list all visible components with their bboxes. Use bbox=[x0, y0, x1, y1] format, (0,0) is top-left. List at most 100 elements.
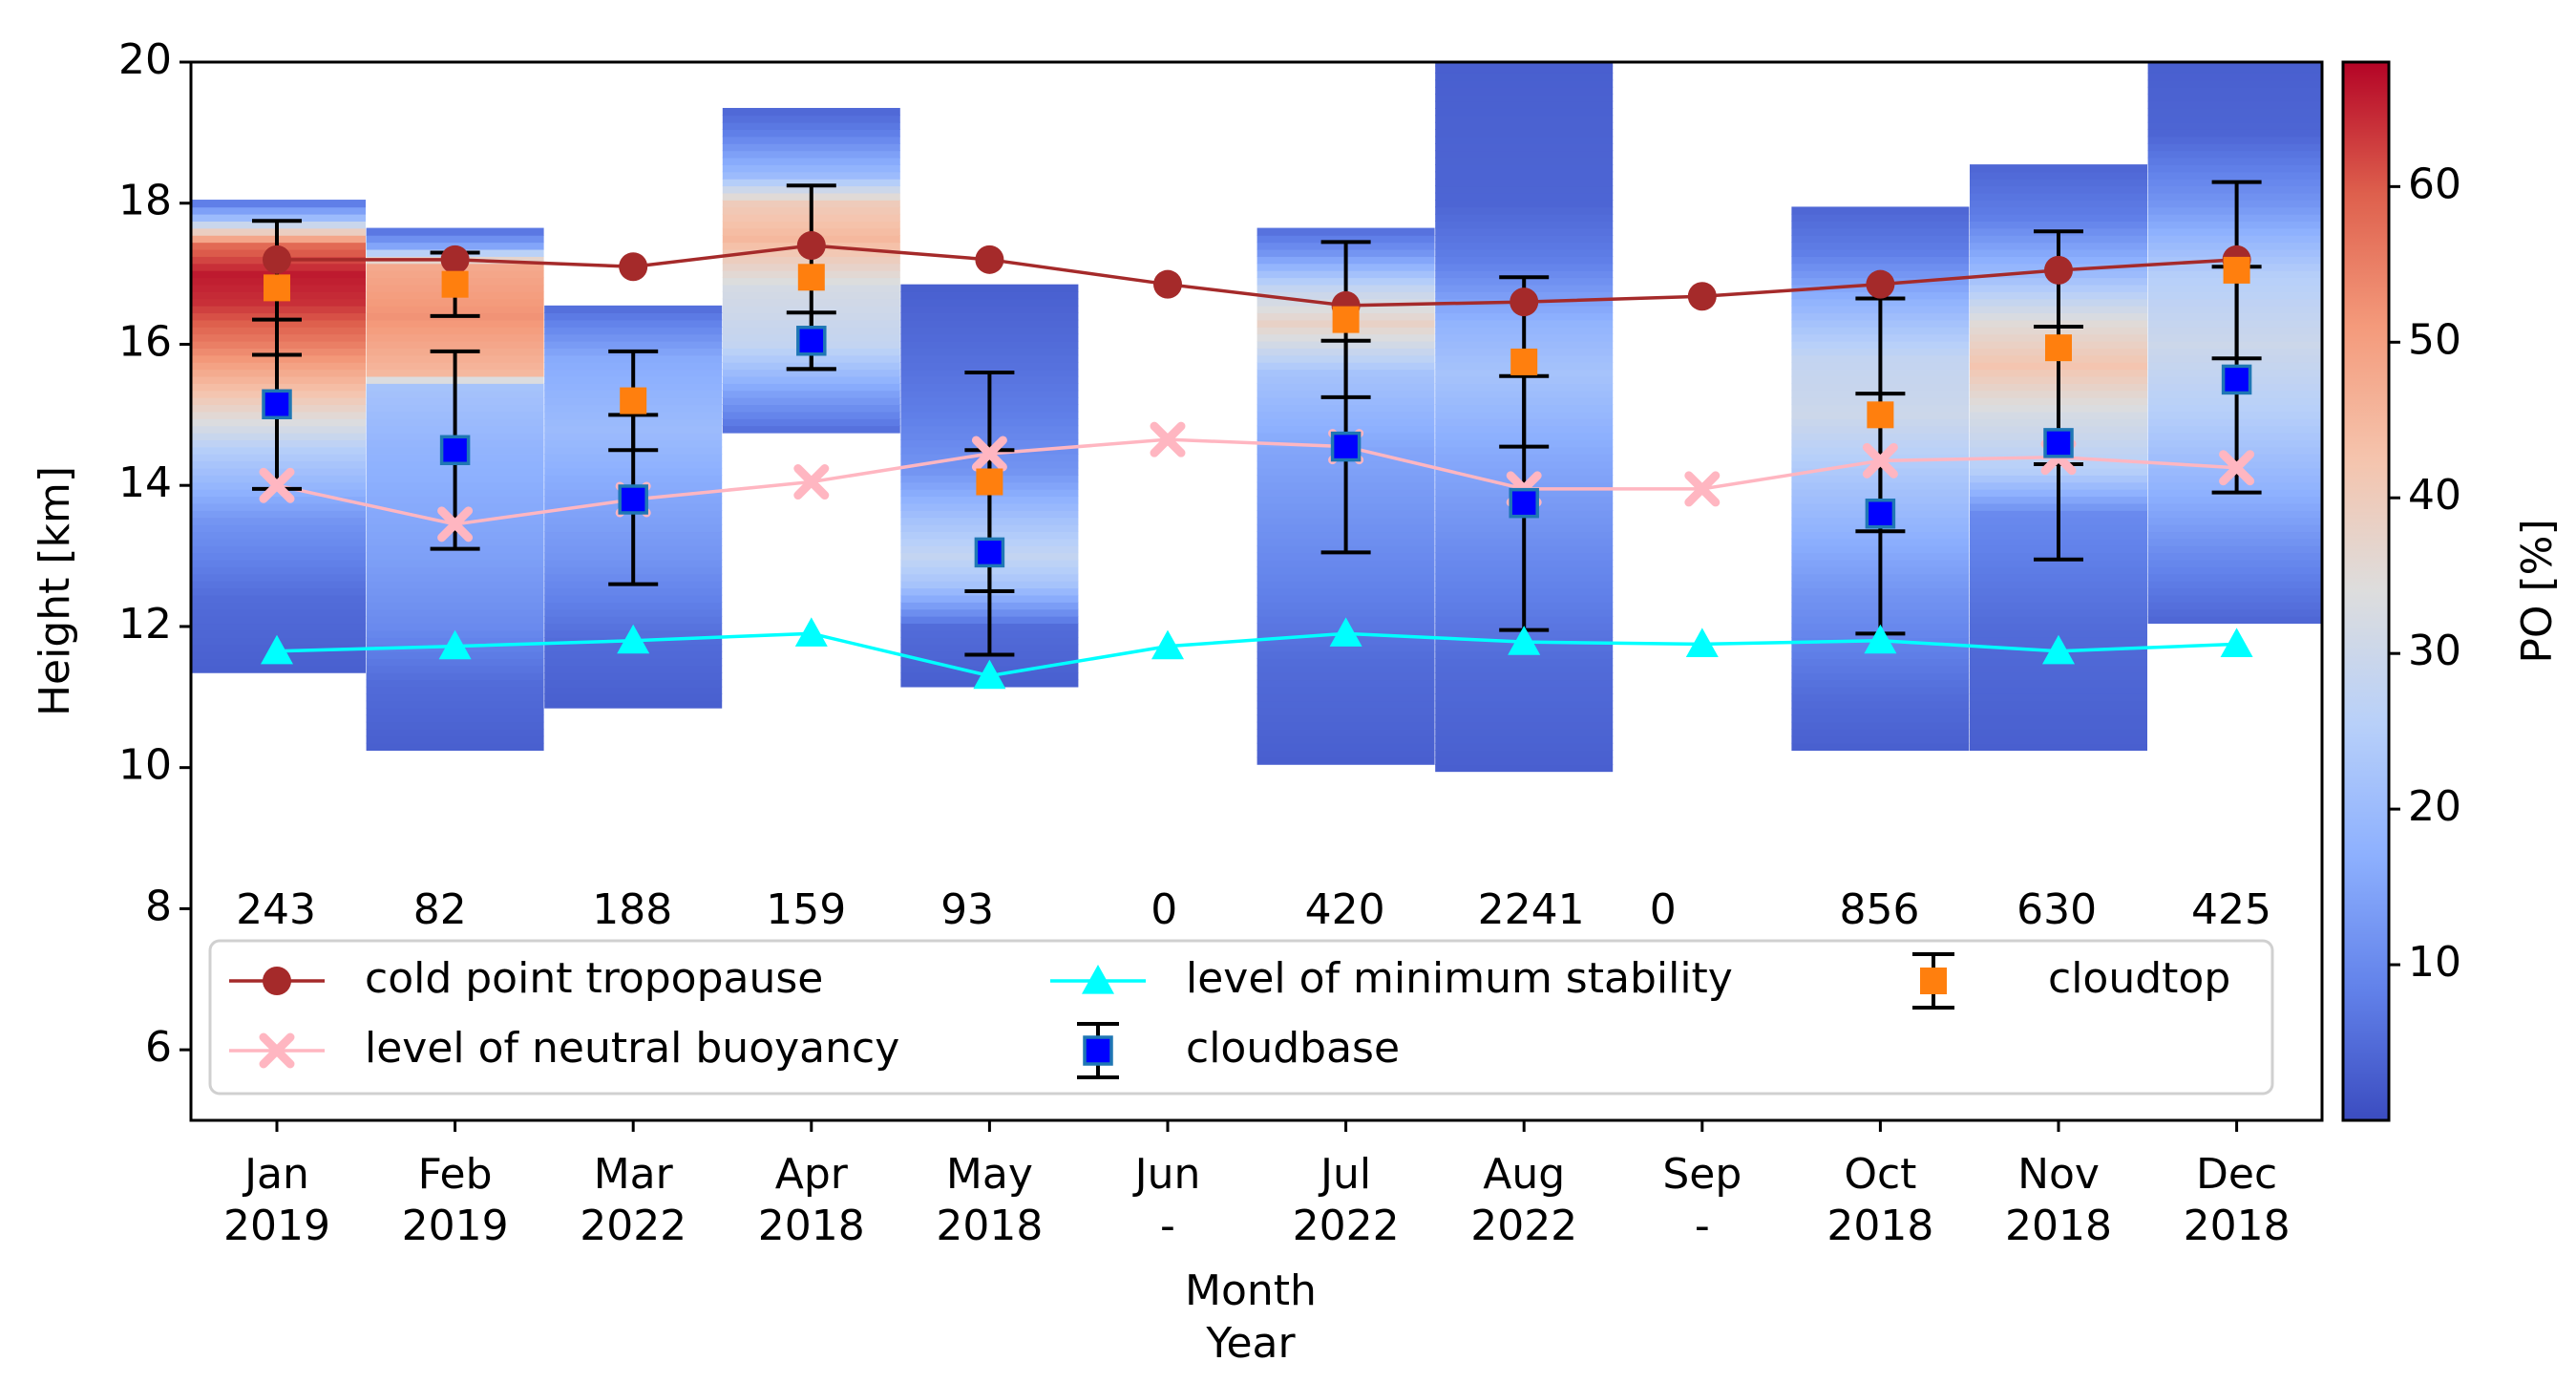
po-band bbox=[191, 573, 366, 582]
legend-label: level of neutral buoyancy bbox=[365, 1024, 899, 1073]
point-level-of-neutral-buoyancy bbox=[971, 436, 1007, 472]
po-band bbox=[1435, 665, 1614, 673]
y-tick-label: 8 bbox=[145, 882, 172, 930]
po-band bbox=[544, 594, 723, 603]
po-band bbox=[1970, 615, 2147, 625]
series-lines bbox=[276, 244, 2237, 678]
po-band bbox=[191, 580, 366, 589]
po-band bbox=[722, 142, 900, 152]
po-band bbox=[191, 665, 366, 673]
po-band bbox=[1970, 679, 2147, 688]
count-label: 188 bbox=[592, 885, 672, 934]
po-band bbox=[1256, 735, 1435, 744]
po-band bbox=[1435, 129, 1614, 138]
po-band bbox=[1970, 178, 2147, 187]
po-band bbox=[1970, 566, 2147, 575]
po-band bbox=[366, 679, 544, 688]
po-band bbox=[1256, 693, 1435, 702]
count-label: 93 bbox=[940, 885, 994, 934]
po-band bbox=[1791, 227, 1970, 236]
po-band bbox=[1970, 707, 2147, 716]
po-band bbox=[366, 319, 544, 328]
po-band bbox=[544, 602, 723, 610]
po-band bbox=[722, 390, 900, 398]
po-band bbox=[544, 305, 723, 314]
po-band bbox=[722, 383, 900, 392]
y-axis-label: Height [km] bbox=[31, 466, 79, 716]
line-level-of-neutral-buoyancy bbox=[276, 437, 2237, 526]
po-band bbox=[1256, 714, 1435, 723]
count-label: 159 bbox=[766, 885, 846, 934]
po-band bbox=[2147, 73, 2322, 81]
point-cold-point-tropopause bbox=[796, 231, 826, 261]
point-cold-point-tropopause bbox=[2044, 255, 2073, 285]
po-band bbox=[1435, 234, 1614, 244]
po-band bbox=[2147, 502, 2322, 511]
po-band bbox=[1435, 256, 1614, 265]
po-band bbox=[1970, 714, 2147, 723]
point-level-of-minimum-stability bbox=[1329, 617, 1362, 647]
po-band bbox=[1435, 750, 1614, 758]
po-band bbox=[366, 729, 544, 737]
x-tick-year: 2018 bbox=[2184, 1202, 2291, 1250]
po-band bbox=[722, 129, 900, 138]
po-band bbox=[1435, 185, 1614, 194]
po-band bbox=[2147, 94, 2322, 102]
po-band bbox=[1256, 742, 1435, 751]
x-tick-year: 2022 bbox=[1293, 1202, 1400, 1250]
point-cloudtop bbox=[1332, 306, 1360, 333]
po-band bbox=[544, 665, 723, 673]
po-band bbox=[1791, 234, 1970, 244]
legend-item-cold-point-tropopause: cold point tropopause bbox=[229, 954, 823, 1003]
po-band bbox=[722, 411, 900, 419]
po-band bbox=[1791, 686, 1970, 694]
x-tick-month: Jun bbox=[1132, 1150, 1201, 1199]
count-label: 630 bbox=[2016, 885, 2097, 934]
point-cold-point-tropopause bbox=[1153, 269, 1182, 299]
po-band bbox=[1435, 248, 1614, 257]
po-band bbox=[722, 171, 900, 180]
po-band bbox=[2147, 86, 2322, 96]
po-band bbox=[1435, 693, 1614, 702]
po-band bbox=[2147, 136, 2322, 144]
po-band bbox=[1791, 729, 1970, 737]
po-band bbox=[1970, 721, 2147, 730]
po-band bbox=[900, 348, 1079, 356]
po-band bbox=[1791, 221, 1970, 229]
po-band bbox=[366, 580, 544, 589]
po-band bbox=[1435, 157, 1614, 165]
po-band bbox=[2147, 121, 2322, 130]
po-band bbox=[1435, 136, 1614, 144]
po-band bbox=[544, 679, 723, 688]
po-band bbox=[544, 319, 723, 328]
po-band bbox=[1970, 171, 2147, 180]
po-band bbox=[544, 608, 723, 617]
point-level-of-neutral-buoyancy bbox=[1684, 471, 1721, 507]
po-band bbox=[1435, 763, 1614, 773]
legend-marker bbox=[1920, 968, 1947, 994]
po-band bbox=[1791, 658, 1970, 667]
count-label: 0 bbox=[1151, 885, 1177, 934]
po-band bbox=[1791, 671, 1970, 681]
po-band bbox=[1970, 206, 2147, 215]
po-band bbox=[1256, 602, 1435, 610]
po-band bbox=[191, 510, 366, 519]
y-tick-label: 20 bbox=[118, 35, 172, 84]
po-band bbox=[1970, 623, 2147, 631]
po-band bbox=[1256, 679, 1435, 688]
po-band bbox=[1435, 108, 1614, 117]
point-level-of-neutral-buoyancy bbox=[2219, 450, 2255, 486]
po-band bbox=[900, 312, 1079, 321]
x-tick-year: 2022 bbox=[580, 1202, 686, 1250]
x-tick-year: 2018 bbox=[936, 1202, 1043, 1250]
point-cold-point-tropopause bbox=[440, 245, 470, 274]
po-band bbox=[1970, 559, 2147, 567]
po-band bbox=[2147, 587, 2322, 596]
sample-counts: 243 82 188 159 93 0 420 2241 0 856 630 425 bbox=[236, 885, 2271, 934]
po-band bbox=[366, 234, 544, 244]
x-tick-month: Apr bbox=[775, 1150, 849, 1199]
po-band bbox=[1435, 73, 1614, 81]
legend-marker bbox=[259, 1032, 295, 1069]
po-band bbox=[2147, 150, 2322, 159]
